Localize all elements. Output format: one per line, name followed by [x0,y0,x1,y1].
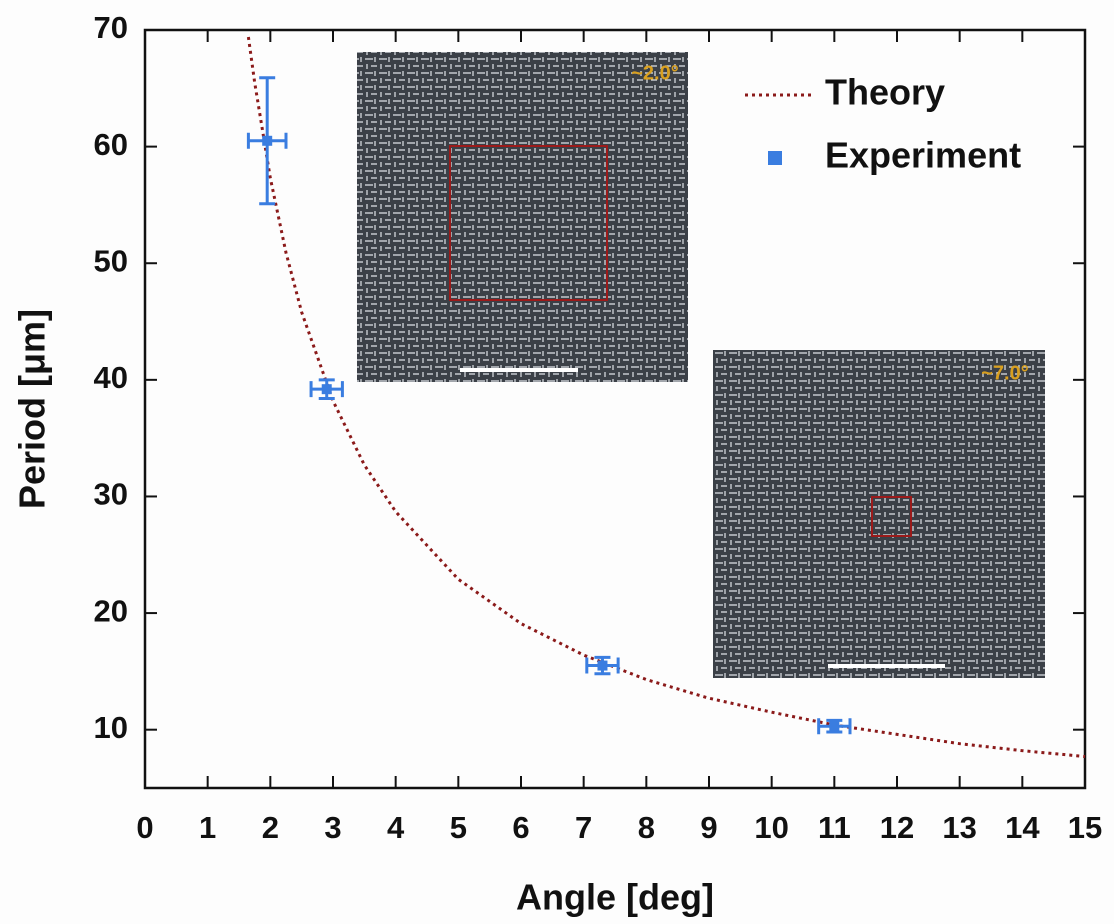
x-tick-label: 1 [199,810,216,845]
experiment-point [321,384,332,395]
y-tick-label: 60 [94,127,128,162]
y-tick-label: 40 [94,360,128,395]
inset-image [357,52,688,382]
y-tick-label: 20 [94,593,128,628]
experiment-point [597,660,608,671]
x-tick-label: 4 [387,810,405,845]
highlight-box [871,496,912,537]
x-tick-label: 15 [1068,810,1102,845]
x-tick-label: 7 [575,810,592,845]
x-tick-label: 12 [880,810,914,845]
x-tick-label: 13 [942,810,976,845]
x-tick-label: 2 [262,810,279,845]
y-tick-label: 70 [94,10,128,45]
inset-label: ~2.0° [631,62,678,84]
x-axis-title: Angle [deg] [516,877,714,918]
y-tick-label: 30 [94,477,128,512]
x-tick-label: 14 [1005,810,1040,845]
inset-label: ~7.0° [981,362,1028,384]
x-tick-label: 0 [136,810,153,845]
x-tick-label: 10 [754,810,788,845]
legend-swatch [768,151,782,165]
x-tick-label: 3 [324,810,341,845]
x-tick-label: 11 [818,810,851,845]
plot-frame [143,28,1087,790]
highlight-box [449,145,608,301]
legend-label: Experiment [825,135,1021,176]
x-tick-label: 5 [450,810,467,845]
y-tick-label: 10 [94,710,128,745]
experiment-point [829,721,840,732]
inset-image [713,350,1045,678]
experiment-point [262,135,273,146]
x-tick-label: 9 [700,810,717,845]
y-axis-title: Period [μm] [12,309,53,509]
legend-label: Theory [825,72,945,113]
x-tick-label: 6 [512,810,529,845]
theory-line [246,36,1086,759]
x-tick-label: 8 [638,810,655,845]
y-tick-label: 50 [94,243,128,278]
